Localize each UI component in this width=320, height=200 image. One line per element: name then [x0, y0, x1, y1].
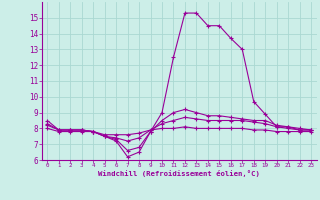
X-axis label: Windchill (Refroidissement éolien,°C): Windchill (Refroidissement éolien,°C) [98, 170, 260, 177]
